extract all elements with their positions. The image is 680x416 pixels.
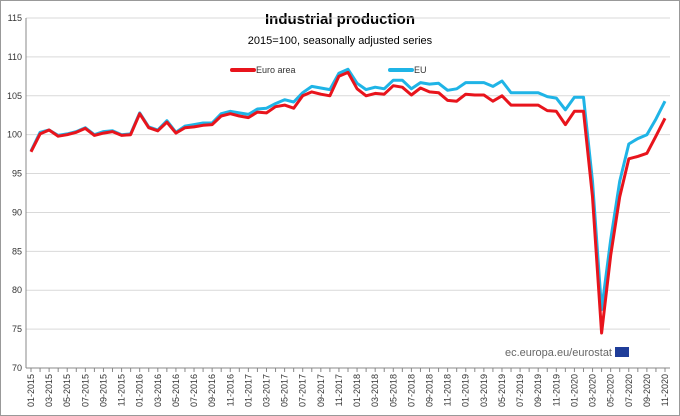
x-tick-label: 03-2020 [588, 374, 598, 407]
x-tick-label: 05-2016 [171, 374, 181, 407]
x-tick-label: 09-2018 [425, 374, 435, 407]
x-tick-label: 11-2018 [443, 374, 453, 406]
x-tick-label: 05-2020 [606, 374, 616, 407]
chart-subtitle: 2015=100, seasonally adjusted series [248, 35, 433, 47]
x-tick-label: 09-2019 [533, 374, 543, 407]
x-tick-label: 11-2017 [334, 374, 344, 406]
x-tick-label: 01-2015 [26, 374, 36, 407]
x-tick-label: 11-2015 [117, 374, 127, 406]
legend-label: Euro area [256, 65, 296, 75]
x-tick-label: 11-2020 [660, 374, 670, 406]
x-tick-label: 09-2016 [207, 374, 217, 407]
x-tick-label: 03-2018 [370, 374, 380, 407]
y-tick-label: 90 [12, 207, 22, 217]
x-tick-label: 07-2019 [515, 374, 525, 407]
series-line [29, 70, 667, 335]
y-tick-label: 75 [12, 324, 22, 334]
x-tick-label: 07-2017 [298, 374, 308, 407]
x-tick-label: 05-2019 [497, 374, 507, 407]
x-tick-label: 11-2016 [225, 374, 235, 406]
x-tick-label: 07-2020 [624, 374, 634, 407]
x-tick-label: 09-2020 [642, 374, 652, 407]
y-tick-label: 100 [7, 130, 22, 140]
x-tick-label: 01-2020 [569, 374, 579, 407]
x-tick-label: 07-2015 [80, 374, 90, 407]
x-tick-label: 05-2015 [62, 374, 72, 407]
x-tick-label: 07-2016 [189, 374, 199, 407]
x-tick-label: 05-2018 [388, 374, 398, 407]
x-tick-label: 09-2017 [316, 374, 326, 407]
eu-flag [615, 347, 629, 357]
y-tick-label: 105 [7, 91, 22, 101]
x-tick-label: 03-2015 [44, 374, 54, 407]
legend-label: EU [414, 65, 427, 75]
source: ec.europa.eu/eurostat [505, 347, 612, 359]
x-tick-label: 03-2016 [153, 374, 163, 407]
x-tick-label: 03-2019 [479, 374, 489, 407]
y-tick-label: 85 [12, 246, 22, 256]
x-tick-label: 01-2019 [461, 374, 471, 407]
x-tick-label: 01-2018 [352, 374, 362, 407]
x-tick-label: 01-2016 [135, 374, 145, 407]
x-tick-label: 11-2019 [551, 374, 561, 406]
chart-title: Industrial production [265, 11, 415, 28]
x-tick-label: 03-2017 [261, 374, 271, 407]
x-tick-label: 09-2015 [98, 374, 108, 407]
x-tick-label: 07-2018 [406, 374, 416, 407]
y-tick-label: 110 [8, 52, 22, 62]
x-tick-label: 05-2017 [280, 374, 290, 407]
y-tick-label: 80 [12, 285, 22, 295]
x-tick-label: 01-2017 [243, 374, 253, 407]
y-tick-label: 95 [12, 169, 22, 179]
y-tick-label: 115 [8, 13, 22, 23]
y-tick-label: 70 [12, 363, 22, 373]
